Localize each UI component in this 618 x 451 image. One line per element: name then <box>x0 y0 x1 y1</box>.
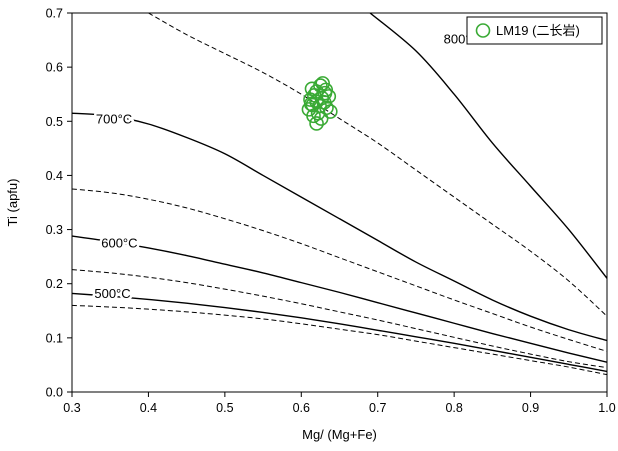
legend-marker <box>475 23 491 38</box>
isotherm-line-4 <box>72 292 607 373</box>
dashed-isopleth-4 <box>72 304 607 376</box>
y-tick-label-7: 0.6 <box>46 61 63 75</box>
y-tick-label-4: 0.3 <box>46 223 63 237</box>
data-point-20 <box>309 116 324 131</box>
x-tick-label-8: 1.0 <box>598 401 615 415</box>
data-point-19 <box>313 111 329 126</box>
isotherm-line-3 <box>72 235 607 363</box>
isotherm-label-2: 700°C <box>96 112 132 127</box>
x-axis-label: Mg/ (Mg+Fe) <box>302 427 377 442</box>
y-tick-label-8: 0.7 <box>46 7 63 21</box>
dashed-isopleth-2 <box>72 188 607 352</box>
data-point-5 <box>315 76 330 91</box>
x-tick-label-2: 0.4 <box>140 401 157 415</box>
data-point-22 <box>317 85 333 101</box>
x-tick-label-3: 0.5 <box>216 401 233 415</box>
curves-layer <box>72 13 607 376</box>
axes-layer: 0.3 0.4 0.5 0.6 0.7 0.8 0.9 1.0 0.0 0.1 0.2 0.3 0.4 0… <box>5 7 616 443</box>
y-tick-label-2: 0.1 <box>46 331 63 345</box>
y-tick-label-3: 0.2 <box>46 277 63 291</box>
x-tick-label-6: 0.8 <box>445 401 462 415</box>
legend-label: LM19 (二长岩) <box>496 23 580 38</box>
points-layer <box>301 76 338 131</box>
x-tick-label-7: 0.9 <box>522 401 539 415</box>
isotherm-label-3: 600°C <box>101 236 137 251</box>
x-tick-label-1: 0.3 <box>63 401 80 415</box>
x-tick-label-4: 0.6 <box>293 401 310 415</box>
y-axis-label: Ti (apfu) <box>5 179 20 227</box>
dashed-isopleth-1 <box>148 13 607 317</box>
data-point-15 <box>323 104 338 119</box>
legend: LM19 (二长岩) <box>466 16 603 45</box>
y-tick-label-1: 0.0 <box>46 386 63 400</box>
isotherm-line-2 <box>72 112 607 342</box>
x-tick-label-5: 0.7 <box>369 401 386 415</box>
y-tick-label-5: 0.4 <box>46 169 63 183</box>
data-point-21 <box>303 96 319 112</box>
isotherm-line-1 <box>369 13 607 279</box>
plot-frame <box>71 12 608 393</box>
y-tick-label-6: 0.5 <box>46 115 63 129</box>
isotherm-label-4: 500°C <box>94 286 130 301</box>
data-point-9 <box>305 97 321 113</box>
dashed-isopleth-3 <box>72 269 607 369</box>
